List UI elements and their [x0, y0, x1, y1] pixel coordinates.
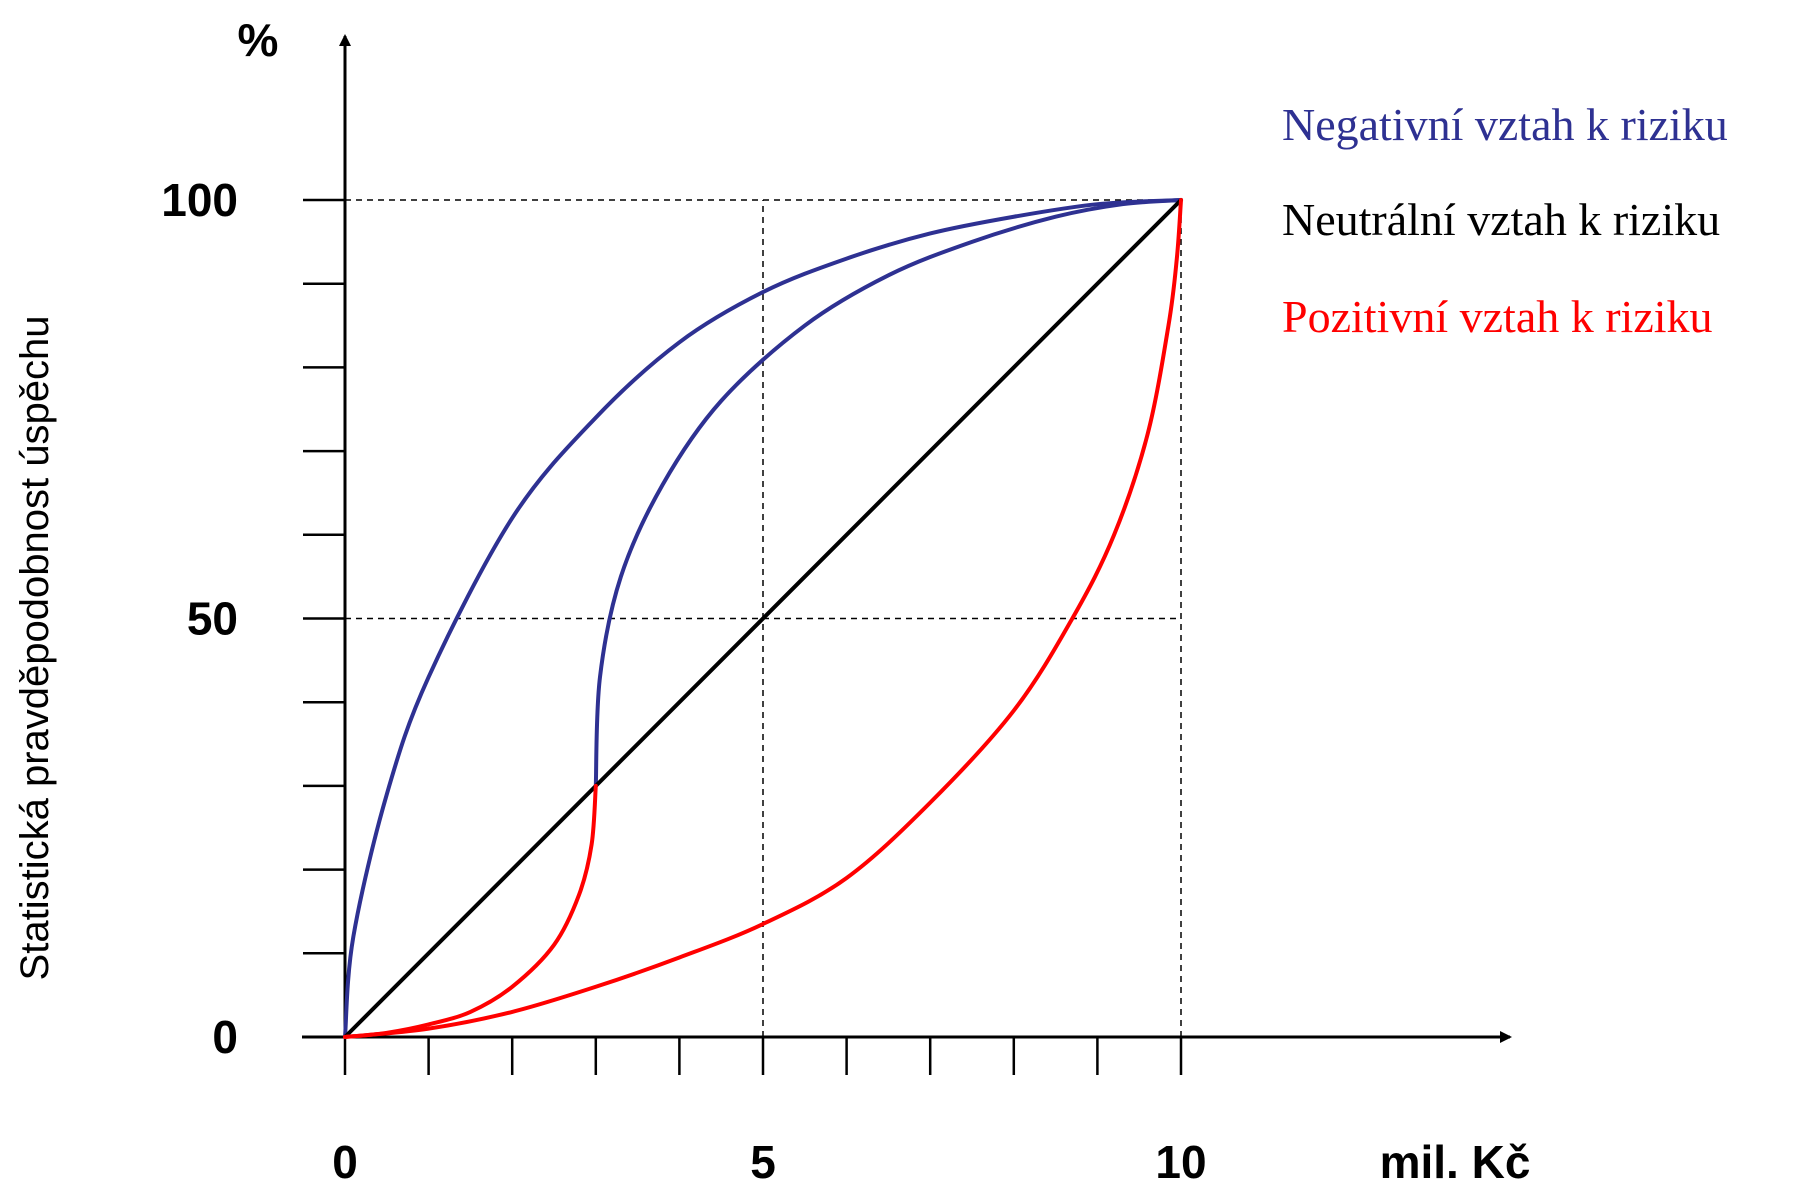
y-tick-label: 50	[187, 593, 238, 645]
series-negative-curve-1	[593, 198, 1183, 788]
legend-neutral: Neutrální vztah k riziku	[1282, 194, 1720, 245]
series-neutral-curve-2	[343, 198, 1183, 1039]
x-tick-label: 0	[332, 1136, 358, 1188]
series-positive-curve-4	[343, 198, 1183, 1039]
series-negative-curve-0	[343, 198, 1183, 1039]
legend-positive: Pozitivní vztah k riziku	[1282, 291, 1713, 342]
axes	[302, 34, 1512, 1043]
x-axis-label: mil. Kč	[1380, 1136, 1531, 1188]
x-tick-label: 5	[750, 1136, 776, 1188]
legend-negative: Negativní vztah k riziku	[1282, 99, 1728, 150]
ticks	[303, 198, 1183, 1075]
x-tick-label: 10	[1155, 1136, 1206, 1188]
y-unit-label: %	[238, 14, 279, 66]
y-tick-label: 0	[212, 1011, 238, 1063]
series-group	[343, 198, 1183, 1039]
y-tick-label: 100	[161, 174, 238, 226]
y-axis-label: Statistická pravděpodobnost úspěchu	[13, 316, 57, 981]
